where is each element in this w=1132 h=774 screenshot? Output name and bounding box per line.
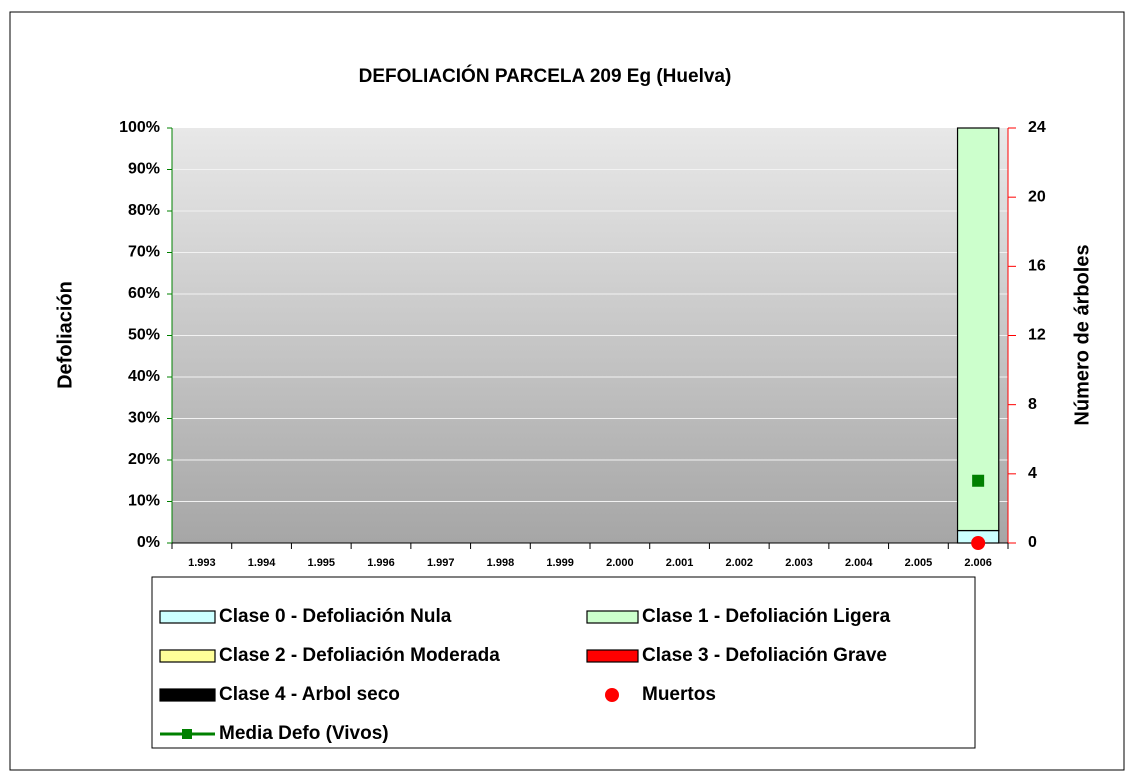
y-axis-title: Defoliación [54, 281, 76, 389]
y-tick-label: 20% [128, 451, 160, 468]
legend-label: Clase 4 - Arbol seco [219, 684, 400, 705]
y2-tick-label: 12 [1028, 327, 1046, 344]
y2-tick-label: 8 [1028, 396, 1037, 413]
legend-swatch [159, 649, 216, 663]
y-tick-label: 30% [128, 410, 160, 427]
x-tick-label: 2.000 [606, 557, 634, 569]
y-tick-label: 10% [128, 493, 160, 510]
y-tick-label: 80% [128, 202, 160, 219]
legend-label: Clase 2 - Defoliación Moderada [219, 645, 500, 666]
legend-label: Clase 1 - Defoliación Ligera [642, 606, 891, 627]
x-tick-label: 1.995 [308, 557, 336, 569]
legend-swatch [182, 729, 192, 739]
legend-swatch [159, 610, 216, 624]
y-tick-label: 50% [128, 327, 160, 344]
y-tick-label: 100% [119, 119, 160, 136]
legend-swatch [586, 610, 639, 624]
bar-segment [956, 127, 1000, 532]
legend-label: Muertos [642, 684, 716, 705]
y2-tick-label: 24 [1028, 119, 1046, 136]
x-tick-label: 1.994 [248, 557, 276, 569]
legend-label: Media Defo (Vivos) [219, 723, 389, 744]
dead-marker [971, 536, 986, 550]
y-tick-label: 40% [128, 368, 160, 385]
x-tick-label: 1.998 [487, 557, 515, 569]
y-tick-label: 60% [128, 285, 160, 302]
x-tick-label: 1.997 [427, 557, 455, 569]
y-tick-label: 90% [128, 161, 160, 178]
x-tick-label: 2.001 [666, 557, 694, 569]
legend-swatch [586, 649, 639, 663]
x-tick-label: 2.006 [964, 557, 992, 569]
legend-swatch [605, 688, 619, 702]
x-tick-label: 1.999 [546, 557, 574, 569]
y2-tick-label: 0 [1028, 534, 1037, 551]
y2-tick-label: 16 [1028, 258, 1046, 275]
x-tick-label: 1.996 [367, 557, 395, 569]
y2-axis-title: Número de árboles [1071, 244, 1093, 425]
x-tick-label: 2.005 [905, 557, 933, 569]
legend-swatch [159, 688, 216, 702]
x-tick-label: 1.993 [188, 557, 216, 569]
mean-marker [972, 474, 985, 487]
y-tick-label: 0% [137, 534, 160, 551]
legend [151, 576, 976, 749]
y2-tick-label: 4 [1028, 465, 1037, 482]
y-tick-label: 70% [128, 244, 160, 261]
x-tick-label: 2.002 [726, 557, 754, 569]
y2-tick-label: 20 [1028, 188, 1046, 205]
chart-title: DEFOLIACIÓN PARCELA 209 Eg (Huelva) [359, 65, 732, 87]
legend-label: Clase 0 - Defoliación Nula [219, 606, 452, 627]
x-tick-label: 2.004 [845, 557, 873, 569]
legend-label: Clase 3 - Defoliación Grave [642, 645, 887, 666]
x-tick-label: 2.003 [785, 557, 813, 569]
